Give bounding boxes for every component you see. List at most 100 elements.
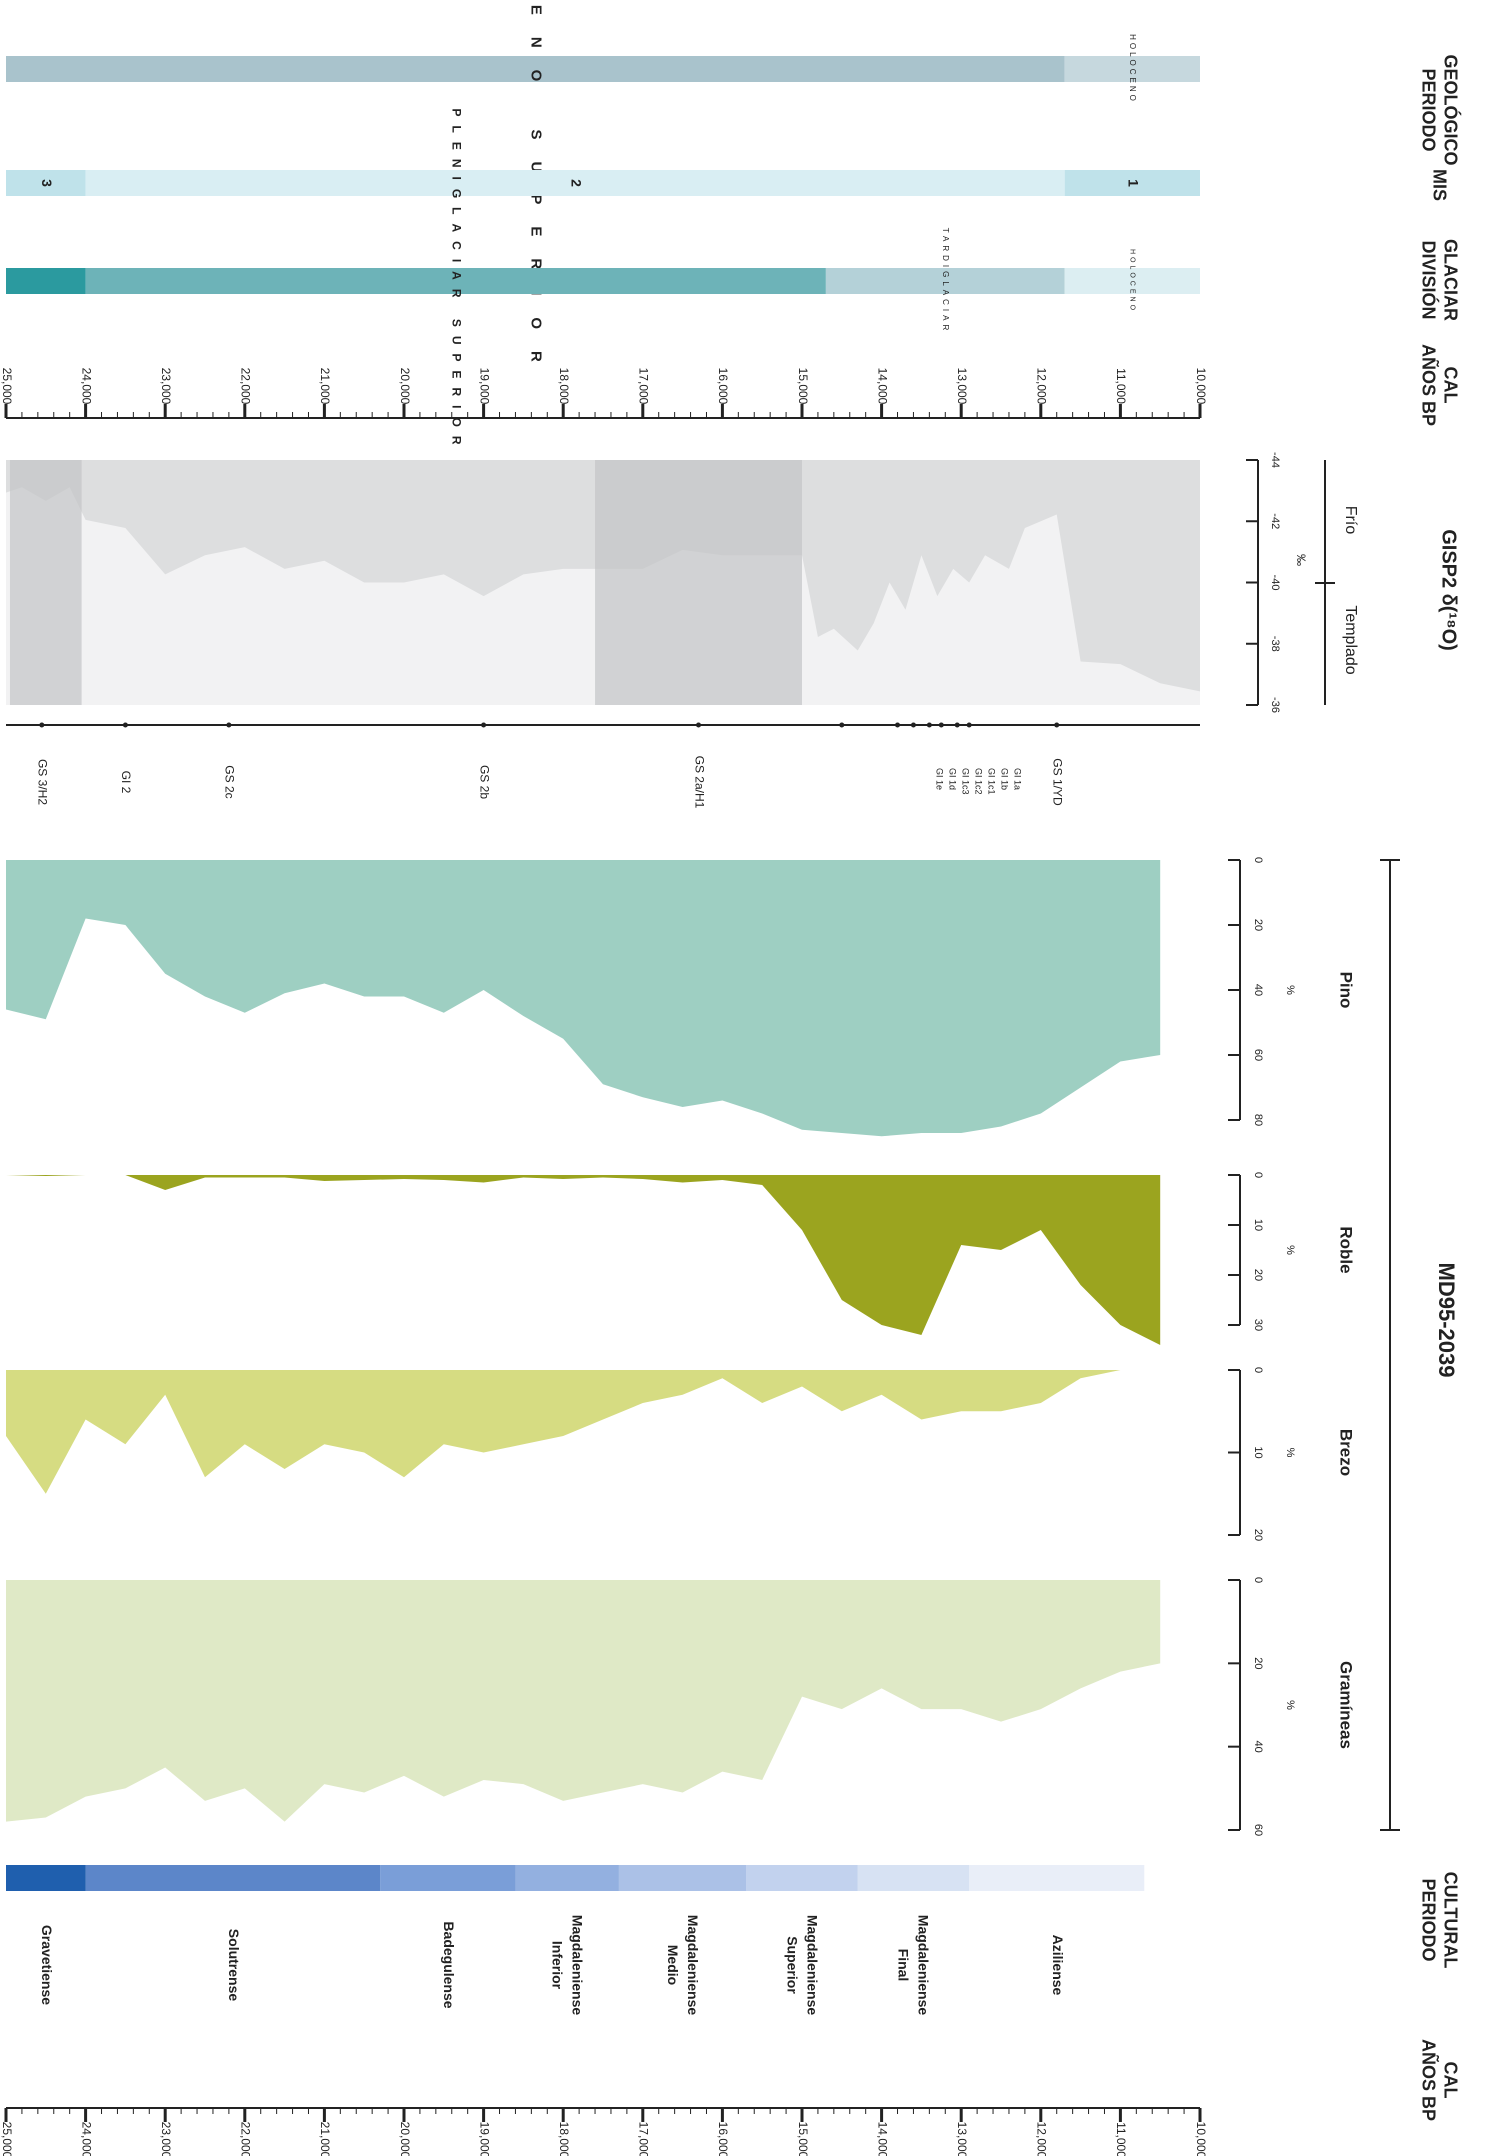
gramineas-name: Gramíneas bbox=[1337, 1661, 1356, 1749]
gramineas-tick-label: 40 bbox=[1252, 1741, 1264, 1753]
cultural-band-aziliense bbox=[969, 1865, 1145, 1891]
event-marker bbox=[954, 722, 960, 728]
roble-tick-label: 10 bbox=[1252, 1219, 1264, 1231]
roble-tick-label: 0 bbox=[1252, 1172, 1264, 1178]
gisp2-area bbox=[6, 460, 1200, 692]
anos-bp-header: AÑOS BP bbox=[1418, 344, 1439, 426]
mis-band-1 bbox=[1064, 170, 1200, 196]
gramineas-area bbox=[6, 1580, 1161, 1822]
div-label-tardiglaciar: TARDIGLACIAR bbox=[941, 228, 950, 335]
cultural-band-magdaleniense-medio bbox=[618, 1865, 747, 1891]
time-axis-bottom-tick-label: 10,000 bbox=[1194, 2122, 1208, 2156]
time-axis-bottom-tick-label: 16,000 bbox=[716, 2122, 730, 2156]
event-marker bbox=[895, 722, 901, 728]
cultural-label-magdaleniense-inferior: Inferior bbox=[549, 1941, 565, 1990]
cultural-label-magdaleniense-superior: Magdaleniense bbox=[804, 1915, 820, 2016]
roble-unit: % bbox=[1284, 1245, 1296, 1255]
time-axis-top-tick-label: 17,000 bbox=[637, 368, 651, 405]
brezo-area bbox=[6, 1370, 1161, 1494]
time-axis-top-tick-label: 10,000 bbox=[1194, 368, 1208, 405]
event-marker bbox=[696, 722, 702, 728]
cultural-label-magdaleniense-medio: Medio bbox=[665, 1945, 681, 1985]
gisp2-tick-label: -40 bbox=[1269, 575, 1281, 591]
anos-bp-2-header: AÑOS BP bbox=[1418, 2039, 1439, 2121]
division-glaciar-header: DIVISIÓN bbox=[1418, 240, 1439, 319]
geo-band-holoceno bbox=[1064, 56, 1200, 82]
time-axis-bottom-tick-label: 21,000 bbox=[318, 2122, 332, 2156]
time-axis-top-tick-label: 24,000 bbox=[79, 368, 93, 405]
time-axis-top-tick-label: 11,000 bbox=[1114, 368, 1128, 404]
time-axis-bottom-tick-label: 15,000 bbox=[796, 2122, 810, 2156]
cultural-band-badegulense bbox=[380, 1865, 516, 1891]
gisp2-frio-label: Frío bbox=[1342, 506, 1359, 535]
pino-unit: % bbox=[1284, 985, 1296, 995]
gisp2-tick-label: -44 bbox=[1269, 452, 1281, 468]
event-marker bbox=[1054, 722, 1060, 728]
event-label: GS 1/YD bbox=[1051, 758, 1065, 806]
division-glaciar-header: GLACIAR bbox=[1440, 239, 1460, 321]
event-label: GI 1c3 bbox=[960, 768, 970, 795]
event-marker bbox=[938, 722, 944, 728]
brezo-tick-label: 20 bbox=[1252, 1529, 1264, 1541]
periodo-cultural-header: PERIODO bbox=[1418, 1878, 1438, 1961]
cultural-band-gravetiense bbox=[6, 1865, 86, 1891]
pino-tick-label: 60 bbox=[1252, 1049, 1264, 1061]
pino-area bbox=[6, 860, 1161, 1137]
anos-bp-header: CAL bbox=[1440, 367, 1460, 404]
gramineas-tick-label: 20 bbox=[1252, 1657, 1264, 1669]
geo-band-pleistoceno bbox=[6, 56, 1065, 82]
event-label: GS 2b bbox=[477, 765, 491, 799]
gisp2-shade-1 bbox=[595, 460, 802, 705]
md95-header: MD95-2039 bbox=[1434, 1263, 1459, 1378]
cultural-label-magdaleniense-superior: Superior bbox=[784, 1936, 800, 1994]
mis-band-2 bbox=[85, 170, 1065, 196]
brezo-tick-label: 0 bbox=[1252, 1367, 1264, 1373]
cultural-label-solutrense: Solutrense bbox=[226, 1929, 242, 2002]
cultural-label-magdaleniense-final: Final bbox=[896, 1949, 912, 1982]
event-marker bbox=[39, 722, 45, 728]
cultural-label-gravetiense: Gravetiense bbox=[39, 1925, 55, 2005]
div-band-pleniglaciar bbox=[85, 268, 826, 294]
gisp2-unit: ‰ bbox=[1294, 554, 1308, 566]
geo-label-holoceno: HOLOCENO bbox=[1128, 34, 1137, 104]
event-marker bbox=[481, 722, 487, 728]
gisp2-header: GISP2 δ(¹⁸O) bbox=[1438, 529, 1460, 651]
mis-stage-2: 2 bbox=[568, 179, 584, 187]
time-axis-bottom-tick-label: 20,000 bbox=[398, 2122, 412, 2156]
gisp2-tick-label: -36 bbox=[1269, 697, 1281, 713]
event-marker bbox=[926, 722, 932, 728]
gisp2-tick-label: -38 bbox=[1269, 636, 1281, 652]
event-marker bbox=[226, 722, 232, 728]
roble-name: Roble bbox=[1337, 1226, 1356, 1273]
time-axis-top-tick-label: 14,000 bbox=[875, 368, 889, 405]
div-band-dark bbox=[6, 268, 86, 294]
event-marker bbox=[122, 722, 128, 728]
cultural-label-aziliense: Aziliense bbox=[1050, 1935, 1066, 1996]
event-marker bbox=[910, 722, 916, 728]
event-label: GI 1e bbox=[934, 768, 944, 790]
mis-band-3 bbox=[6, 170, 86, 196]
time-axis-top-tick-label: 22,000 bbox=[239, 368, 253, 405]
pino-tick-label: 40 bbox=[1252, 984, 1264, 996]
time-axis-top-tick-label: 18,000 bbox=[557, 368, 571, 405]
brezo-name: Brezo bbox=[1337, 1429, 1356, 1476]
cultural-label-badegulense: Badegulense bbox=[441, 1921, 457, 2008]
time-axis-bottom-tick-label: 12,000 bbox=[1035, 2122, 1049, 2156]
cultural-label-magdaleniense-final: Magdaleniense bbox=[916, 1915, 932, 2016]
time-axis-bottom-tick-label: 18,000 bbox=[557, 2122, 571, 2156]
div-label-pleniglaciar: PLENIGLACIAR SUPERIOR bbox=[450, 108, 464, 453]
cultural-band-magdaleniense-final bbox=[857, 1865, 970, 1891]
div-label-holoceno: HOLOCENO bbox=[1128, 249, 1135, 313]
time-axis-bottom-tick-label: 11,000 bbox=[1114, 2122, 1128, 2156]
cultural-band-solutrense bbox=[85, 1865, 381, 1891]
event-label: GS 3/H2 bbox=[36, 759, 50, 805]
gramineas-tick-label: 0 bbox=[1252, 1577, 1264, 1583]
time-axis-top-tick-label: 16,000 bbox=[716, 368, 730, 405]
event-label: GI 1c2 bbox=[973, 768, 983, 795]
pino-tick-label: 0 bbox=[1252, 857, 1264, 863]
event-marker bbox=[839, 722, 845, 728]
event-label: GI 1c1 bbox=[986, 768, 996, 795]
event-label: GI 1a bbox=[1012, 768, 1022, 790]
periodo-geologico-header: GEOLÓGICO bbox=[1440, 54, 1461, 165]
